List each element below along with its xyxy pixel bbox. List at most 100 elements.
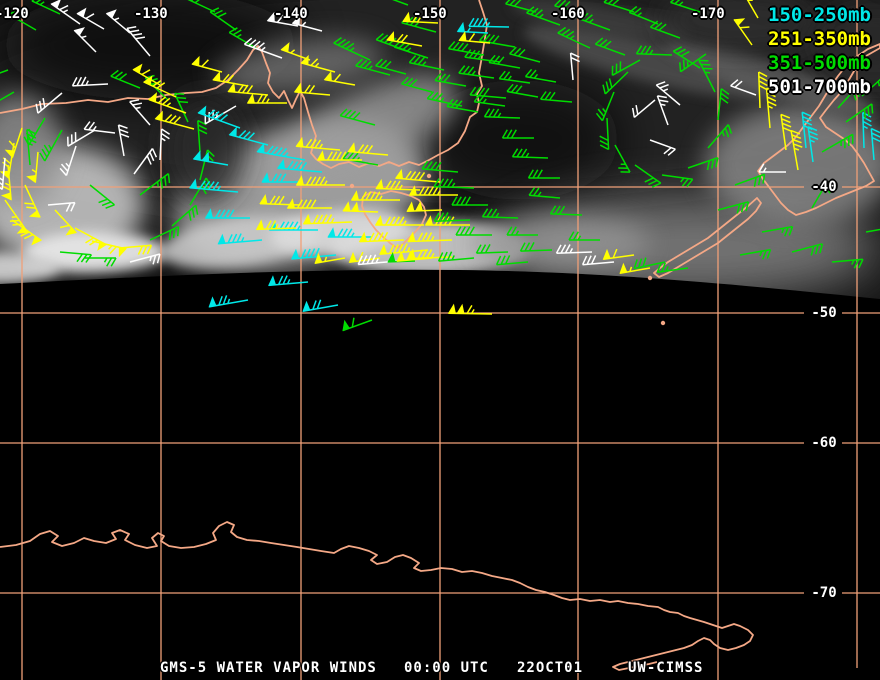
wind-barb-501-700mb [83,121,116,134]
wind-barb-251-350mb [54,209,77,236]
barb-staff [407,232,453,243]
barb-pennant [342,319,351,332]
coastline-nz_south [653,197,762,278]
wind-barb-251-350mb [394,168,441,183]
wind-barb-351-500mb [698,59,716,93]
wind-barb-351-500mb [478,33,516,48]
wind-barb-251-350mb [295,136,341,151]
barb-pennant [358,231,368,243]
wind-barb-150-250mb [870,127,880,161]
barb-staff [478,33,516,48]
barb-staff [468,17,510,28]
lat-label--70: -70 [811,585,837,601]
barb-pennant [76,7,87,18]
barb-staff [780,113,792,151]
barb-staff [303,214,353,225]
wind-barb-351-500mb [672,46,701,69]
wind-barb-351-500mb [483,108,521,119]
wind-barb-351-500mb [739,248,772,260]
barb-staff [446,98,479,113]
wind-barb-351-500mb [408,55,445,71]
wind-barb-251-350mb [386,31,423,47]
wind-barb-351-500mb [421,160,459,173]
wind-barb-150-250mb [807,126,819,163]
wind-barb-251-350mb [24,184,41,218]
wind-barb-351-500mb [393,40,429,59]
barb-pennant [402,11,411,22]
lat-label--50: -50 [811,305,837,321]
barb-staff [218,233,263,245]
barb-pennant [280,42,290,53]
barb-pennant [619,262,628,274]
barb-staff [746,0,759,19]
wind-barb-150-250mb [801,111,813,149]
wind-barb-251-350mb [407,248,453,260]
wind-barb-251-350mb [300,54,336,73]
wind-barb-351-500mb [670,0,701,13]
wind-barb-351-500mb [717,88,730,121]
barb-staff [634,164,662,188]
barb-staff [670,0,701,13]
coastline-nz_north [757,43,880,216]
barb-staff [862,111,872,149]
coastline-australia [0,0,488,169]
barb-staff [83,121,116,134]
barb-pennant [286,198,296,209]
barb-staff [488,54,521,69]
barb-pennant [396,250,405,262]
wind-barbs [0,0,880,332]
wind-barb-501-700mb [105,9,131,34]
lat-label--40: -40 [811,179,837,195]
barb-staff [656,95,669,126]
wind-barb-351-500mb [144,74,169,101]
wind-barb-351-500mb [342,317,373,332]
wind-barb-251-350mb [408,185,458,196]
wind-barb-351-500mb [580,12,611,31]
barb-pennant [456,21,465,33]
wind-barb-351-500mb [594,37,626,56]
wind-barb-251-350mb [148,92,187,114]
barb-staff [473,93,506,107]
barb-staff [110,69,141,89]
barb-pennant [733,18,746,26]
barb-pennant [293,82,303,93]
barb-staff [189,180,239,193]
lon-label--150: -150 [413,6,447,22]
barb-staff [187,0,216,13]
wind-barb-501-700mb [47,201,76,212]
barb-staff [495,255,529,266]
barb-pennant [192,150,210,163]
barb-staff [23,117,46,146]
wind-barb-150-250mb [197,105,241,129]
lon-label--120: -120 [0,6,29,22]
barb-staff [375,33,411,53]
wind-barb-351-500mb [761,225,794,237]
wind-barb-351-500mb [845,103,874,123]
wind-barb-501-700mb [730,79,757,96]
wind-barb-351-500mb [39,129,63,162]
wind-barb-351-500mb [458,65,495,79]
barb-staff [171,204,199,227]
wind-barb-251-350mb [358,231,405,243]
barb-pennant [246,93,256,104]
barb-staff [469,86,507,99]
barb-staff [328,228,372,238]
wind-barb-251-350mb [458,31,491,44]
wind-barb-150-250mb [268,275,309,287]
barb-staff [655,81,681,106]
barb-staff [865,228,880,233]
barb-staff [580,12,611,31]
wind-barb-351-500mb [342,151,379,166]
wind-barb-351-500mb [8,9,37,31]
wind-barb-501-700mb [555,244,593,254]
wind-barb-351-500mb [811,180,833,209]
barb-pennant [407,248,416,259]
barb-pennant [295,136,304,148]
wind-barb-251-350mb [374,215,424,226]
barb-staff [408,55,445,71]
barb-staff [209,7,237,31]
wind-barb-501-700mb [35,92,63,114]
caption-bar: GMS-5 WATER VAPOR WINDS 00:00 UTC 22OCT0… [0,660,880,678]
wind-barb-351-500mb [139,173,171,196]
